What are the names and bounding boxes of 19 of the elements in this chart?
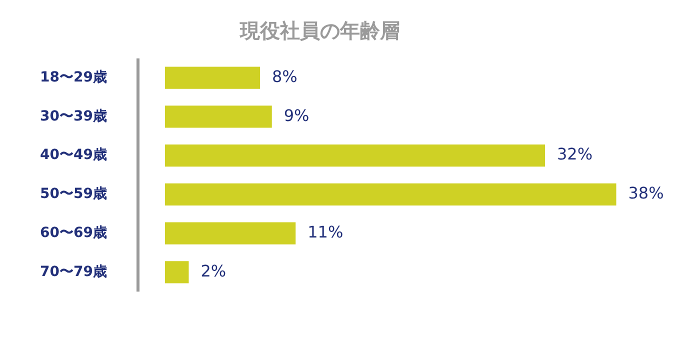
data-label: 9% <box>284 106 310 125</box>
y-tick-label: 50〜59歳 <box>40 186 107 202</box>
data-label: 11% <box>308 222 344 242</box>
data-label: 2% <box>200 261 226 280</box>
y-tick-label: 18〜29歳 <box>40 69 107 86</box>
y-tick-label: 30〜39歳 <box>40 108 107 124</box>
bar <box>165 106 272 128</box>
bar <box>165 66 260 89</box>
bar <box>165 183 616 206</box>
y-tick-label: 70〜79歳 <box>40 264 107 280</box>
data-label: 38% <box>628 184 664 203</box>
bar <box>165 222 296 244</box>
bar <box>165 261 189 284</box>
bar <box>165 144 545 167</box>
y-tick-label: 40〜49歳 <box>40 147 107 164</box>
data-label: 32% <box>557 144 593 164</box>
y-tick-label: 60〜69歳 <box>40 224 107 241</box>
chart-title: 現役社員の年齢層 <box>239 18 400 43</box>
data-label: 8% <box>272 66 298 86</box>
